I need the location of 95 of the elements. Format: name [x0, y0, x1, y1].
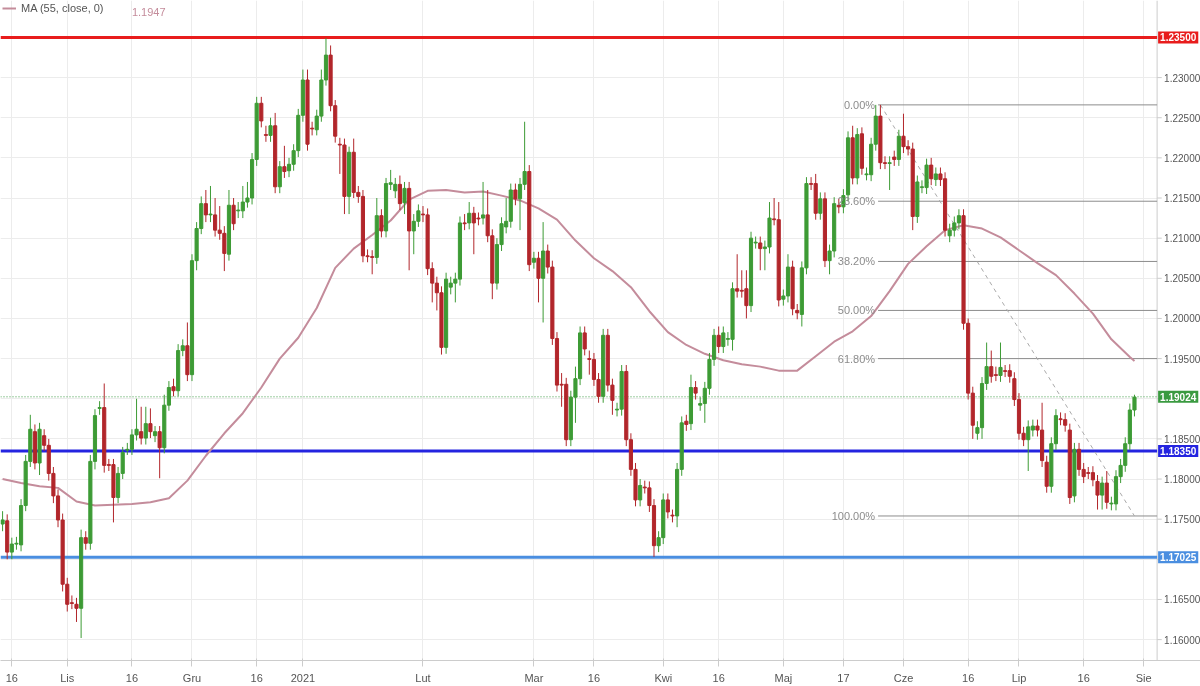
- candlestick: [480, 181, 486, 226]
- annotation: 61.80%: [837, 352, 876, 365]
- y-tick-label: 1.22500: [1164, 112, 1200, 124]
- x-tick-label: Mar: [524, 671, 544, 684]
- candlestick: [129, 428, 135, 456]
- x-tick-label: Maj: [774, 671, 793, 684]
- y-tick-label: 1.17500: [1164, 514, 1200, 526]
- annotation: 1.1947: [131, 5, 166, 18]
- x-tick-label: 16: [962, 671, 975, 684]
- x-tick-label: 16: [587, 671, 601, 684]
- candlestick: [716, 325, 721, 354]
- y-tick-label: 1.21500: [1164, 193, 1200, 205]
- candlestick: [998, 342, 1003, 383]
- candlestick: [924, 158, 929, 195]
- candlestick: [887, 155, 892, 191]
- x-tick-label: Gru: [182, 671, 202, 684]
- annotation: 50.00%: [837, 304, 876, 317]
- x-tick-label: 17: [837, 671, 850, 684]
- candlestick: [397, 175, 402, 211]
- y-tick-label: 1.18000: [1164, 474, 1200, 486]
- candlestick: [933, 167, 938, 187]
- candlestick: [513, 183, 518, 206]
- candlestick: [263, 125, 268, 143]
- ref-line-label: 1.19024: [1160, 391, 1197, 403]
- x-tick-label: 16: [1077, 671, 1090, 684]
- y-tick-label: 1.18500: [1164, 433, 1200, 445]
- candlestick: [139, 406, 144, 446]
- candlestick: [989, 350, 994, 384]
- candlestick: [416, 203, 421, 228]
- candlestick: [901, 113, 906, 154]
- candlestick: [277, 160, 282, 194]
- ref-line-label: 1.18350: [1160, 445, 1197, 457]
- candlestick: [721, 325, 726, 354]
- x-tick-label: Kwi: [654, 671, 673, 684]
- candlestick: [83, 530, 88, 551]
- candlestick: [208, 185, 213, 223]
- candlestick: [956, 208, 961, 230]
- candlestick: [929, 157, 934, 186]
- candlestick: [638, 478, 643, 507]
- y-tick-label: 1.20500: [1164, 273, 1200, 285]
- legend-label: MA (55, close, 0): [21, 2, 104, 14]
- y-tick-label: 1.20000: [1164, 313, 1200, 325]
- x-tick-label: Cze: [893, 671, 914, 684]
- candlestick: [213, 197, 218, 238]
- ref-line-label: 1.17025: [1160, 552, 1197, 564]
- candlestick: [735, 253, 740, 299]
- y-tick-label: 1.22000: [1164, 152, 1200, 164]
- x-tick-label: Sie: [1135, 671, 1152, 684]
- candlestick: [148, 407, 153, 439]
- candlestick: [587, 350, 592, 376]
- candlestick: [1104, 470, 1109, 510]
- candlestick: [531, 251, 536, 270]
- ref-line-label: 1.23500: [1160, 32, 1197, 44]
- candlestick: [1100, 476, 1105, 511]
- x-tick-label: 16: [712, 671, 725, 684]
- candlestick: [152, 425, 158, 443]
- x-tick-label: Lip: [1011, 671, 1027, 684]
- candlestick: [758, 236, 763, 271]
- candlestick: [1003, 364, 1008, 378]
- candlestick: [1007, 363, 1012, 384]
- candlestick: [582, 325, 587, 356]
- candlestick: [379, 208, 384, 238]
- y-tick-label: 1.23000: [1164, 72, 1200, 84]
- x-tick-label: 16: [125, 671, 139, 684]
- y-tick-label: 1.21000: [1164, 233, 1200, 245]
- x-tick-label: Lis: [60, 671, 75, 684]
- candlestick: [1076, 442, 1082, 477]
- candlestick: [203, 189, 208, 223]
- candlestick: [896, 129, 901, 167]
- annotation: 0.00%: [843, 98, 876, 111]
- candlestick: [74, 597, 79, 623]
- candlestick: [536, 251, 541, 303]
- annotation: 38.20%: [837, 255, 876, 268]
- x-tick-label: Lut: [415, 671, 431, 684]
- candlestick: [693, 380, 698, 401]
- x-tick-label: 16: [250, 671, 263, 684]
- x-tick-label: 16: [5, 671, 18, 684]
- candlestick: [744, 269, 749, 319]
- candlestick: [467, 201, 472, 230]
- candlestick: [259, 96, 264, 128]
- candlestick: [231, 197, 236, 231]
- candlestick: [282, 145, 287, 179]
- candlestick: [1026, 419, 1031, 472]
- candlestick: [157, 425, 162, 479]
- y-tick-label: 1.19500: [1164, 353, 1200, 365]
- candlestick: [993, 366, 998, 382]
- candlestick: [402, 181, 407, 215]
- annotation: 100.00%: [831, 509, 876, 522]
- candlestick: [268, 117, 273, 143]
- y-tick-label: 1.16500: [1164, 594, 1200, 606]
- x-tick-label: 2021: [290, 671, 316, 684]
- candlestick: [0, 510, 5, 532]
- y-tick-label: 1.16000: [1164, 634, 1200, 646]
- candlestick: [143, 406, 148, 446]
- candlestick: [818, 191, 823, 221]
